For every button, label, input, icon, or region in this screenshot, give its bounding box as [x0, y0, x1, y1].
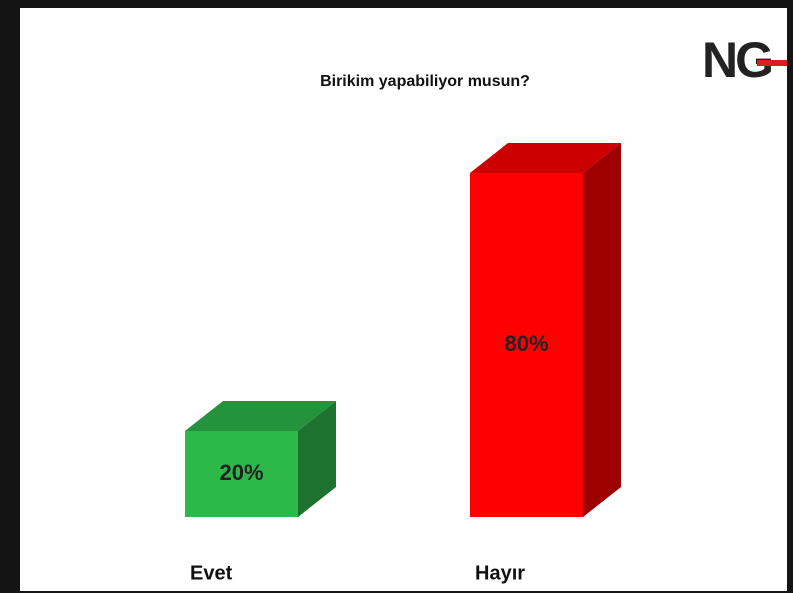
bar-top: [470, 143, 621, 173]
x-tick-label: Evet: [190, 562, 233, 584]
value-label: 20%: [219, 460, 263, 485]
panel: [20, 8, 787, 591]
bar-side: [298, 401, 336, 517]
chart-title: Birikim yapabiliyor musun?: [320, 73, 530, 90]
bar: [470, 173, 583, 517]
logo-accent: [757, 60, 787, 66]
bar-top: [185, 401, 336, 431]
bar-side: [583, 143, 621, 517]
x-tick-label: Hayır: [475, 562, 525, 584]
bar: [185, 431, 298, 517]
value-label: 80%: [504, 331, 548, 356]
